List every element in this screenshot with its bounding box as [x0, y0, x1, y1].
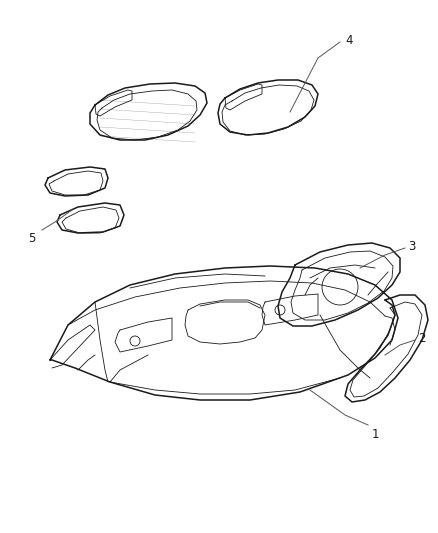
Text: 2: 2	[417, 332, 424, 344]
Text: 1: 1	[371, 428, 378, 441]
Text: 3: 3	[407, 239, 414, 253]
Text: 5: 5	[28, 231, 35, 245]
Text: 4: 4	[344, 34, 352, 46]
